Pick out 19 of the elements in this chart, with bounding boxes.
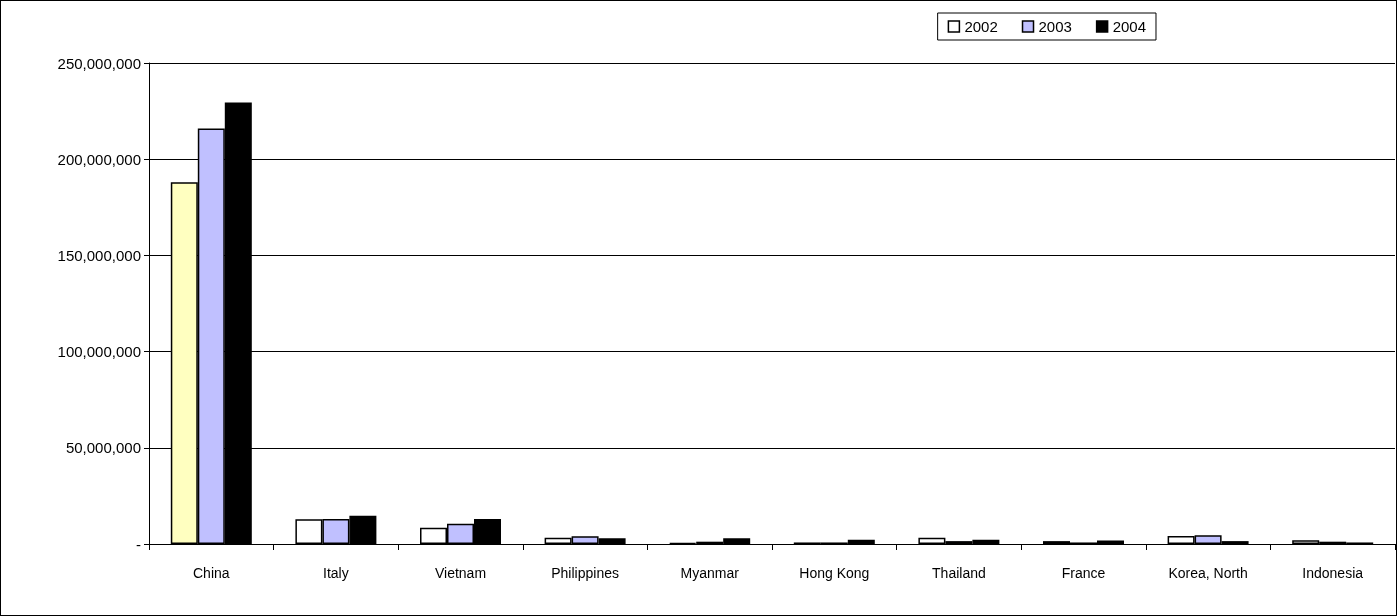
x-tick-label: France: [1061, 565, 1106, 581]
x-tick-label: Thailand: [932, 565, 986, 581]
x-tick-label: Italy: [323, 565, 349, 581]
x-tick-label: China: [193, 565, 230, 581]
x-tick-label: Vietnam: [434, 565, 487, 581]
y-tick-label: -: [136, 535, 141, 553]
x-tick-label: Myanmar: [680, 565, 740, 581]
x-tick-label: Indonesia: [1302, 565, 1364, 581]
y-tick-label: 150,000,000: [57, 246, 141, 264]
y-tick-label: 250,000,000: [57, 54, 141, 72]
x-tick-label: Korea, North: [1168, 565, 1248, 581]
x-tick-label: Philippines: [551, 565, 619, 581]
y-tick-label: 200,000,000: [57, 150, 141, 168]
legend-label: 2003: [1038, 18, 1072, 35]
legend-label: 2002: [964, 18, 998, 35]
x-tick-label: Hong Kong: [799, 565, 870, 581]
y-tick-label: 50,000,000: [65, 439, 141, 457]
y-tick-label: 100,000,000: [57, 343, 141, 361]
legend-label: 2004: [1112, 18, 1147, 35]
